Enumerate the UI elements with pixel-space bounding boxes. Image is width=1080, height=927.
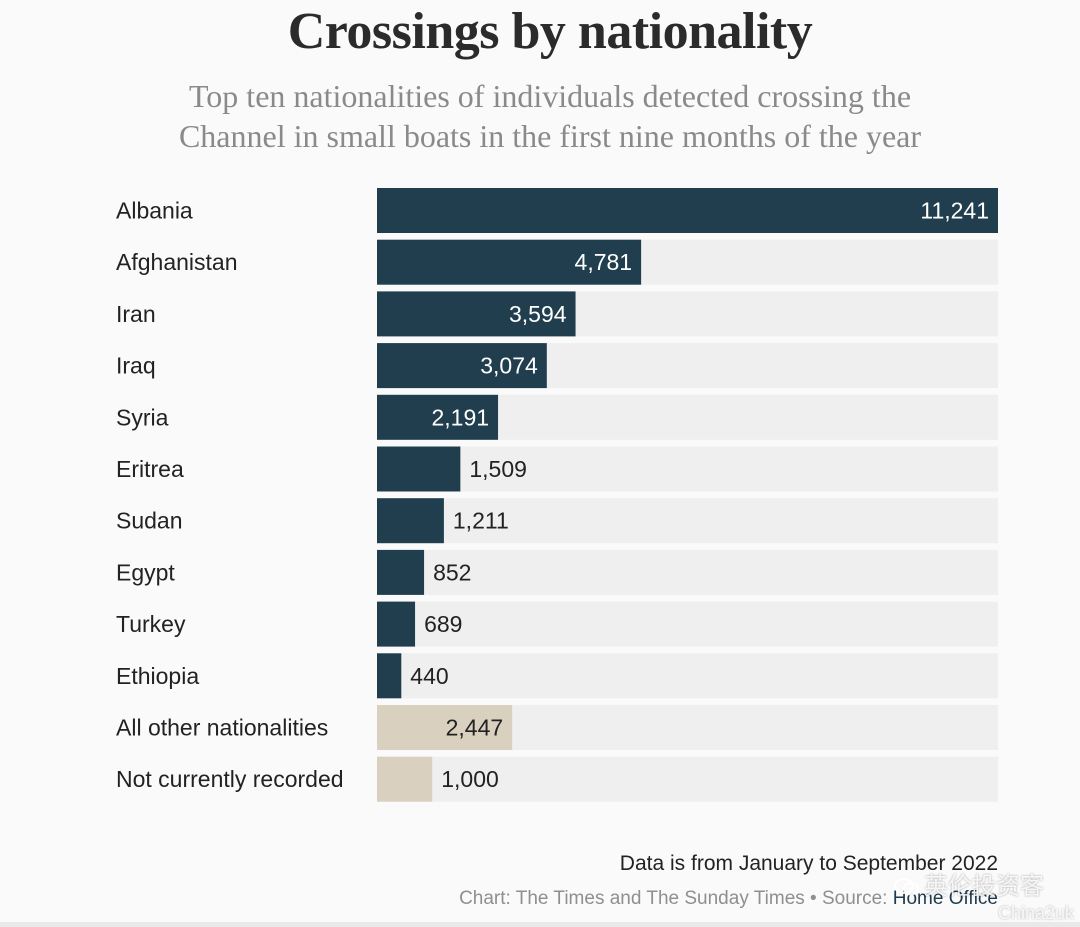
bottom-divider [0, 922, 1080, 927]
bar-track [377, 653, 998, 699]
bar [377, 394, 499, 440]
credit-source: Home Office [892, 888, 998, 909]
value-label: 689 [424, 611, 462, 637]
bar [377, 446, 461, 492]
category-label: Syria [116, 404, 169, 430]
value-label: 3,594 [509, 301, 567, 327]
value-label: 852 [433, 559, 471, 585]
bar-track [377, 549, 998, 595]
bar [377, 343, 547, 389]
category-label: Eritrea [116, 456, 184, 482]
value-label: 1,509 [469, 456, 527, 482]
chart-title: Crossings by nationality [287, 3, 813, 60]
bar-track [377, 498, 998, 544]
bar-chart: Albania 11,241 Afghanistan 4,781 Iran 3,594 Ir… [116, 188, 998, 802]
bar [377, 601, 416, 647]
category-label: Egypt [116, 559, 175, 585]
category-label: Iraq [116, 353, 156, 379]
watermark: 英伦投资客 [894, 866, 1044, 901]
watermark-sub: China2uk [997, 903, 1074, 923]
data-period-note: Data is from January to September 2022 [619, 852, 998, 875]
chart-subtitle: Top ten nationalities of individuals det… [130, 76, 970, 156]
value-label: 1,000 [441, 766, 499, 792]
bar [377, 239, 642, 285]
wechat-icon [894, 878, 919, 896]
value-label: 11,241 [920, 198, 989, 224]
bar-track [377, 446, 998, 492]
bar [377, 188, 998, 233]
watermark-text: 英伦投资客 [924, 873, 1044, 900]
category-label: Iran [116, 301, 156, 327]
category-label: All other nationalities [116, 715, 328, 741]
value-label: 1,211 [453, 508, 509, 534]
category-label: Afghanistan [116, 249, 237, 275]
bar [377, 549, 425, 595]
value-label: 2,447 [446, 715, 504, 741]
bar [377, 653, 402, 699]
bar [377, 705, 513, 750]
value-label: 440 [410, 663, 448, 689]
category-label: Ethiopia [116, 663, 199, 689]
credit-prefix: Chart: The Times and The Sunday Times • … [459, 888, 893, 909]
subtitle-line-1: Top ten nationalities of individuals det… [188, 78, 912, 114]
category-label: Turkey [116, 611, 186, 637]
chart-credit: Chart: The Times and The Sunday Times • … [459, 888, 998, 910]
value-label: 2,191 [431, 404, 489, 430]
category-label: Sudan [116, 508, 183, 534]
category-label: Not currently recorded [116, 766, 344, 792]
value-label: 4,781 [575, 249, 633, 275]
subtitle-line-2: Channel in small boats in the first nine… [178, 118, 922, 154]
bar [377, 498, 444, 544]
category-label: Albania [116, 198, 193, 224]
bar [377, 756, 433, 802]
bar-track [377, 756, 998, 802]
value-label: 3,074 [480, 353, 538, 379]
bar [377, 291, 576, 337]
bar-track [377, 601, 998, 647]
